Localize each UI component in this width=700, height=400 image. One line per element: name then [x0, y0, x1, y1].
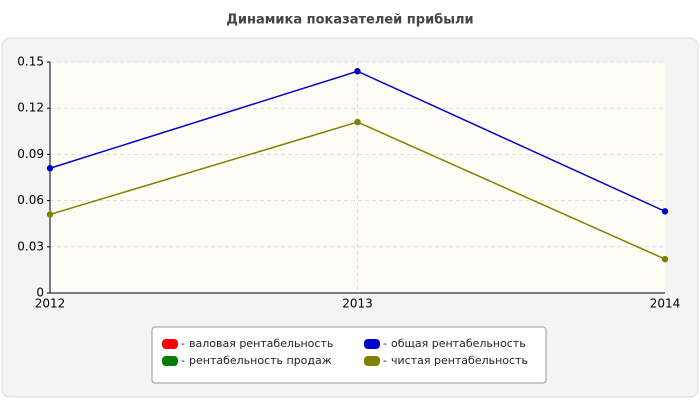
x-tick-label: 2014 — [650, 297, 681, 311]
legend-label: общая рентабельность — [391, 337, 526, 350]
y-tick-label: 0 — [36, 286, 44, 300]
x-tick-label: 2013 — [342, 297, 373, 311]
y-tick-label: 0.09 — [17, 147, 44, 161]
point — [46, 211, 54, 218]
legend-label: валовая рентабельность — [189, 337, 333, 350]
legend-dash: - — [181, 337, 185, 350]
legend-label: рентабельность продаж — [189, 354, 332, 367]
legend-dash: - — [383, 354, 387, 367]
legend-swatch — [162, 356, 178, 366]
legend-label: чистая рентабельность — [391, 354, 528, 367]
y-tick-label: 0.06 — [17, 193, 44, 207]
legend-dash: - — [383, 337, 387, 350]
point — [46, 165, 54, 172]
legend-dash: - — [181, 354, 185, 367]
legend — [151, 326, 547, 384]
legend-swatch — [364, 339, 380, 349]
point — [661, 255, 669, 263]
chart-title: Динамика показателей прибыли — [226, 13, 473, 28]
point — [354, 118, 361, 126]
y-tick-label: 0.03 — [17, 239, 44, 253]
y-tick-label: 0.15 — [17, 55, 44, 69]
x-tick-label: 2012 — [35, 297, 66, 311]
legend-swatch — [364, 356, 380, 366]
y-tick-label: 0.12 — [17, 101, 44, 115]
point — [354, 68, 361, 75]
point — [661, 208, 669, 215]
legend-swatch — [162, 339, 178, 349]
